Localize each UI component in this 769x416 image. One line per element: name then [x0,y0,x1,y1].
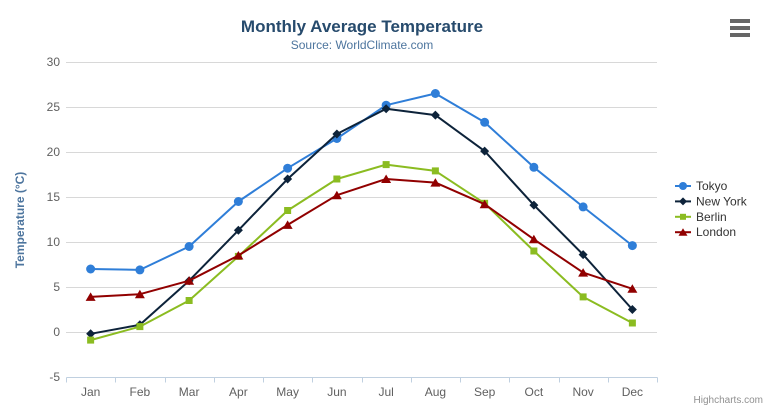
data-point[interactable] [136,323,144,331]
data-point[interactable] [283,163,293,173]
data-point[interactable] [529,162,539,172]
data-point[interactable] [185,297,193,304]
data-point[interactable] [233,225,243,235]
data-point[interactable] [578,268,589,277]
data-point[interactable] [233,197,243,206]
series-tokyo [86,89,637,275]
data-point[interactable] [528,234,539,244]
series-new-york [86,104,637,339]
data-point[interactable] [530,247,538,255]
data-point[interactable] [184,242,194,251]
data-point[interactable] [382,161,390,169]
data-point[interactable] [87,336,95,344]
axes: -5 0 5 10 15 20 25 30 Jan Feb Mar Apr May Jun Jul Aug Se… [47,55,658,399]
x-axis-label: Jul [378,385,393,399]
y-axis-label: 20 [47,145,61,159]
data-point[interactable] [627,241,637,251]
series-line-berlin[interactable] [89,163,634,342]
x-axis-label: Apr [229,385,248,399]
legend-marker-triangle [678,228,688,236]
x-axis-label: Nov [572,385,593,399]
series-line-london[interactable] [89,178,634,298]
data-point[interactable] [86,329,96,339]
data-point[interactable] [135,265,145,275]
series-group [85,89,638,344]
x-axis-label: Dec [622,385,643,399]
series-line-new-york[interactable] [89,107,634,335]
data-point[interactable] [134,289,145,299]
data-point[interactable] [332,129,342,139]
series-line-tokyo[interactable] [89,92,634,271]
legend-marker-diamond [679,197,687,206]
x-axis-label: Mar [179,385,200,399]
data-point[interactable] [282,220,293,229]
data-point[interactable] [381,174,392,184]
data-point[interactable] [85,292,96,301]
chart-title: Monthly Average Temperature [241,17,483,36]
gridlines [66,62,657,333]
y-axis-label: 15 [47,190,61,204]
series-london [85,174,638,301]
y-axis-title: Temperature (°C) [13,172,27,269]
menu-bar [730,26,750,30]
data-point[interactable] [529,200,539,210]
y-axis-label: -5 [49,370,60,384]
legend-label: New York [696,194,748,208]
x-axis-label: Sep [474,385,496,399]
legend-marker-square [680,213,686,220]
chart-subtitle: Source: WorldClimate.com [291,38,434,52]
x-axis-label: Jun [327,385,346,399]
data-point[interactable] [184,276,195,285]
legend-item-london[interactable]: London [675,225,736,239]
data-point[interactable] [430,178,441,187]
x-axis-label: Feb [130,385,151,399]
legend-item-tokyo[interactable]: Tokyo [675,179,728,193]
data-point[interactable] [284,207,292,214]
data-point[interactable] [479,199,490,209]
legend-label: Tokyo [696,179,728,193]
data-point[interactable] [430,89,440,98]
legend-marker-circle [679,182,687,190]
data-point[interactable] [381,104,391,114]
credits-link[interactable]: Highcharts.com [694,395,763,406]
data-point[interactable] [331,190,342,200]
data-point[interactable] [86,264,96,274]
menu-bar [730,19,750,23]
data-point[interactable] [333,175,341,183]
data-point[interactable] [627,305,637,314]
y-axis-label: 30 [47,55,61,69]
y-axis-label: 0 [53,325,60,339]
legend-item-berlin[interactable]: Berlin [675,210,727,224]
hamburger-menu-icon[interactable] [730,19,750,37]
data-point[interactable] [578,250,588,260]
data-point[interactable] [579,293,587,301]
data-point[interactable] [283,174,293,184]
data-point[interactable] [627,284,638,293]
y-axis-label: 25 [47,100,61,114]
x-axis-label: Jan [81,385,100,399]
data-point[interactable] [430,110,440,120]
legend-label: London [696,225,736,239]
data-point[interactable] [480,117,490,127]
menu-bar [730,33,750,37]
y-axis-label: 5 [53,280,60,294]
x-axis-label: May [276,385,299,399]
legend-label: Berlin [696,210,727,224]
x-axis-label: Aug [425,385,446,399]
y-axis-label: 10 [47,235,61,249]
data-point[interactable] [431,167,439,175]
x-axis-label: Oct [525,385,544,399]
legend-item-new-york[interactable]: New York [675,194,748,208]
data-point[interactable] [628,319,636,327]
data-point[interactable] [480,146,490,156]
data-point[interactable] [233,251,244,260]
data-point[interactable] [578,202,588,212]
